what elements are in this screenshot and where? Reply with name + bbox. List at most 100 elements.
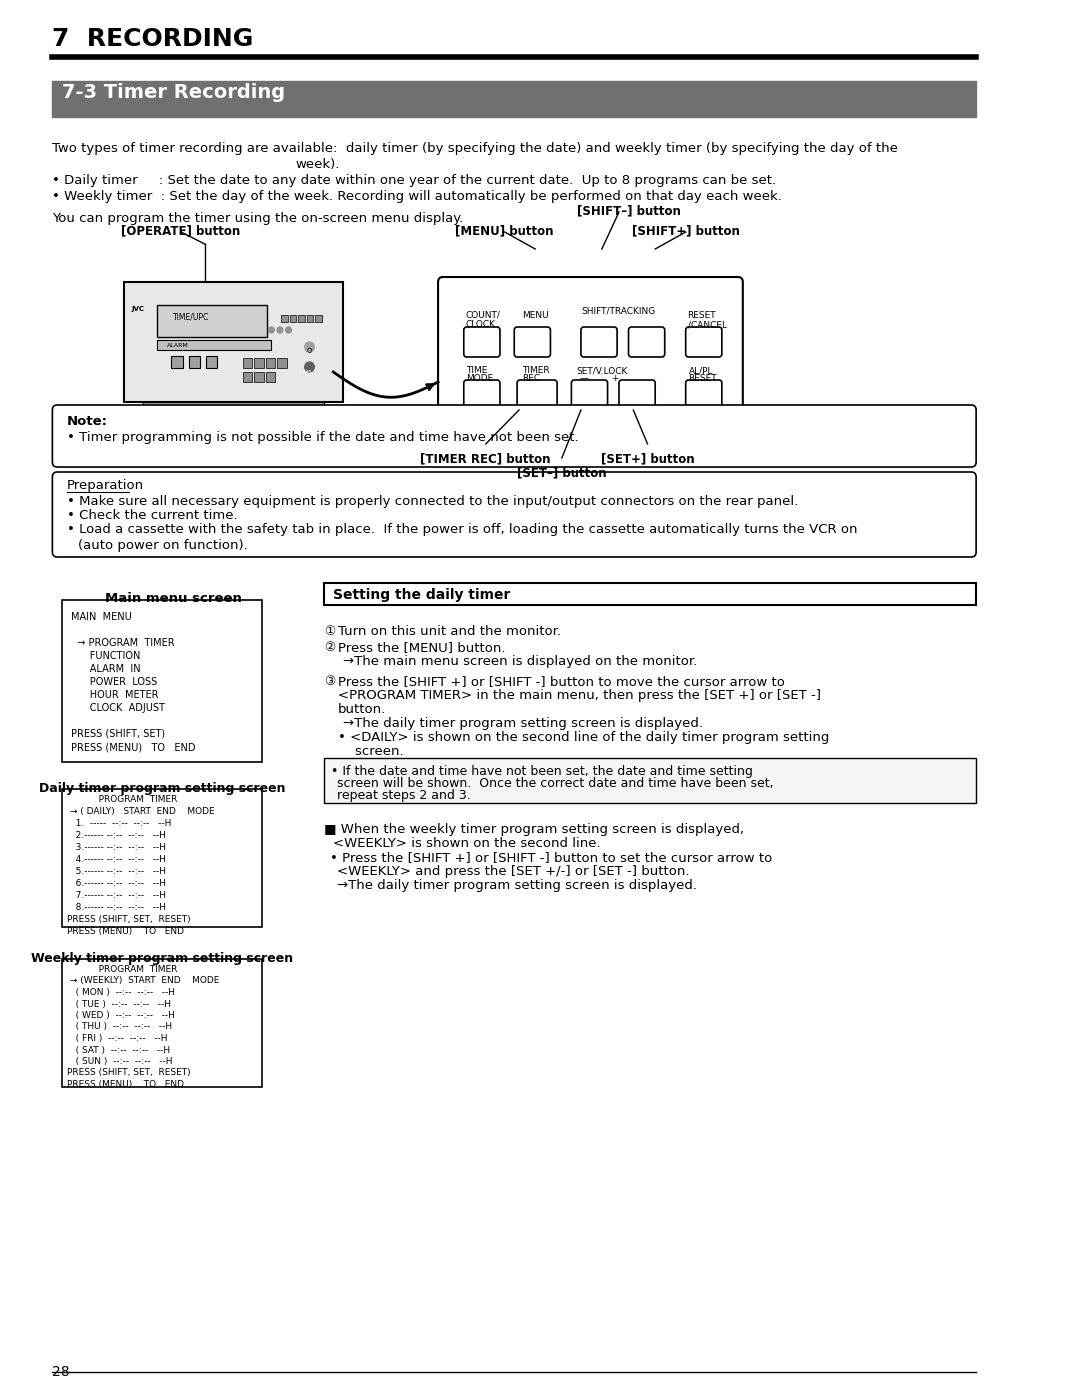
Bar (205, 356, 217, 367)
Bar (124, 282, 342, 402)
Text: RESET: RESET (688, 312, 716, 320)
Bar (243, 358, 253, 367)
Text: ( WED )  --:--  --:--   --H: ( WED ) --:-- --:-- --H (67, 1011, 175, 1020)
Text: [TIMER REC] button: [TIMER REC] button (420, 453, 551, 465)
Text: • Load a cassette with the safety tab in place.  If the power is off, loading th: • Load a cassette with the safety tab in… (67, 522, 858, 536)
Text: Turn on this unit and the monitor.: Turn on this unit and the monitor. (338, 624, 562, 638)
Text: O: O (307, 348, 312, 353)
Text: Main menu screen: Main menu screen (106, 592, 242, 605)
Bar (254, 358, 264, 367)
Text: 2.------ --:--  --:--   --H: 2.------ --:-- --:-- --H (67, 831, 165, 840)
Circle shape (278, 327, 283, 332)
Text: • Press the [SHIFT +] or [SHIFT -] button to set the cursor arrow to: • Press the [SHIFT +] or [SHIFT -] butto… (329, 851, 772, 863)
FancyBboxPatch shape (438, 277, 743, 432)
FancyBboxPatch shape (686, 327, 721, 358)
Text: ( TUE )  --:--  --:--   --H: ( TUE ) --:-- --:-- --H (67, 999, 171, 1009)
Text: POWER  LOSS: POWER LOSS (71, 678, 158, 687)
Text: screen.: screen. (338, 745, 404, 759)
Bar (266, 372, 275, 381)
Text: 3.------ --:--  --:--   --H: 3.------ --:-- --:-- --H (67, 842, 165, 852)
Text: COUNT/: COUNT/ (465, 312, 500, 320)
Text: Daily timer program setting screen: Daily timer program setting screen (39, 782, 285, 795)
Text: PRESS (SHIFT, SET): PRESS (SHIFT, SET) (71, 729, 165, 739)
Text: /CANCEL: /CANCEL (688, 320, 727, 330)
Bar (281, 314, 287, 321)
Bar (189, 356, 200, 367)
Text: <WEEKLY> is shown on the second line.: <WEEKLY> is shown on the second line. (334, 837, 600, 849)
Text: FUNCTION: FUNCTION (71, 651, 140, 661)
Text: repeat steps 2 and 3.: repeat steps 2 and 3. (337, 789, 471, 802)
Text: PRESS (SHIFT, SET,  RESET): PRESS (SHIFT, SET, RESET) (67, 915, 190, 923)
Text: [SHIFT–] button: [SHIFT–] button (577, 204, 680, 217)
Bar (298, 314, 305, 321)
Text: ( SAT )  --:--  --:--   --H: ( SAT ) --:-- --:-- --H (67, 1045, 170, 1055)
Text: ( FRI )  --:--  --:--   --H: ( FRI ) --:-- --:-- --H (67, 1034, 167, 1044)
Text: ALARM: ALARM (166, 344, 188, 348)
Text: PROGRAM  TIMER: PROGRAM TIMER (67, 795, 177, 805)
Text: → PROGRAM  TIMER: → PROGRAM TIMER (71, 638, 175, 648)
FancyBboxPatch shape (514, 327, 551, 358)
Text: ①: ① (324, 624, 335, 638)
Text: • Make sure all necessary equipment is properly connected to the input/output co: • Make sure all necessary equipment is p… (67, 495, 798, 509)
Bar (157, 339, 271, 351)
Text: Two types of timer recording are available:  daily timer (by specifying the date: Two types of timer recording are availab… (52, 142, 899, 155)
Text: ALARM  IN: ALARM IN (71, 664, 141, 673)
FancyBboxPatch shape (463, 327, 500, 358)
Bar (157, 305, 267, 337)
Text: screen will be shown.  Once the correct date and time have been set,: screen will be shown. Once the correct d… (337, 777, 773, 789)
Bar (143, 402, 324, 409)
Text: [SHIFT+] button: [SHIFT+] button (632, 224, 740, 237)
Text: HOUR  METER: HOUR METER (71, 690, 159, 700)
Text: 7.------ --:--  --:--   --H: 7.------ --:-- --:-- --H (67, 891, 165, 900)
FancyBboxPatch shape (52, 405, 976, 467)
Text: →The daily timer program setting screen is displayed.: →The daily timer program setting screen … (337, 879, 697, 893)
Text: 5.------ --:--  --:--   --H: 5.------ --:-- --:-- --H (67, 868, 165, 876)
Text: JVC: JVC (132, 306, 145, 312)
Text: • <DAILY> is shown on the second line of the daily timer program setting: • <DAILY> is shown on the second line of… (338, 731, 829, 745)
Text: Press the [SHIFT +] or [SHIFT -] button to move the cursor arrow to: Press the [SHIFT +] or [SHIFT -] button … (338, 675, 785, 687)
Text: → (WEEKLY)  START  END    MODE: → (WEEKLY) START END MODE (67, 977, 219, 985)
Bar (266, 358, 275, 367)
Circle shape (305, 362, 314, 372)
Text: →The main menu screen is displayed on the monitor.: →The main menu screen is displayed on th… (342, 655, 697, 668)
Text: PRESS (MENU)    TO   END: PRESS (MENU) TO END (67, 1080, 184, 1090)
Bar (324, 759, 976, 803)
Text: Note:: Note: (67, 415, 108, 427)
Bar (62, 789, 261, 928)
Text: SET/V.LOCK: SET/V.LOCK (576, 366, 627, 374)
Text: TIME: TIME (465, 366, 487, 374)
Text: [SET–] button: [SET–] button (517, 467, 607, 479)
Bar (289, 314, 296, 321)
Text: ③: ③ (324, 675, 335, 687)
FancyBboxPatch shape (629, 327, 664, 358)
Text: • If the date and time have not been set, the date and time setting: • If the date and time have not been set… (332, 766, 753, 778)
Text: week).: week). (295, 158, 339, 170)
Text: SHIFT/TRACKING: SHIFT/TRACKING (582, 307, 657, 316)
Bar (315, 314, 322, 321)
Text: 28: 28 (52, 1365, 70, 1379)
Text: [MENU] button: [MENU] button (456, 224, 554, 237)
Text: ②: ② (324, 641, 335, 654)
Text: ( THU )  --:--  --:--   --H: ( THU ) --:-- --:-- --H (67, 1023, 172, 1031)
Bar (254, 372, 264, 381)
Text: MODE: MODE (465, 374, 492, 383)
Text: ■ When the weekly timer program setting screen is displayed,: ■ When the weekly timer program setting … (324, 823, 744, 835)
Text: • Weekly timer  : Set the day of the week. Recording will automatically be perfo: • Weekly timer : Set the day of the week… (52, 190, 782, 203)
Bar (243, 372, 253, 381)
Bar (324, 583, 976, 605)
Text: TIMER: TIMER (522, 366, 550, 374)
Text: • Check the current time.: • Check the current time. (67, 509, 238, 522)
FancyBboxPatch shape (686, 380, 721, 409)
Text: ( MON )  --:--  --:--   --H: ( MON ) --:-- --:-- --H (67, 988, 175, 997)
Text: CLOCK  ADJUST: CLOCK ADJUST (71, 703, 165, 712)
Bar (52, 81, 976, 117)
Text: You can program the timer using the on-screen menu display.: You can program the timer using the on-s… (52, 212, 463, 225)
Bar (62, 599, 261, 761)
Text: PROGRAM  TIMER: PROGRAM TIMER (67, 965, 177, 974)
Text: CLOCK: CLOCK (465, 320, 496, 330)
Text: —        +: — + (580, 374, 620, 383)
Text: button.: button. (338, 703, 387, 717)
Text: <WEEKLY> and press the [SET +/-] or [SET -] button.: <WEEKLY> and press the [SET +/-] or [SET… (337, 865, 690, 877)
FancyBboxPatch shape (581, 327, 617, 358)
Text: REC: REC (522, 374, 540, 383)
